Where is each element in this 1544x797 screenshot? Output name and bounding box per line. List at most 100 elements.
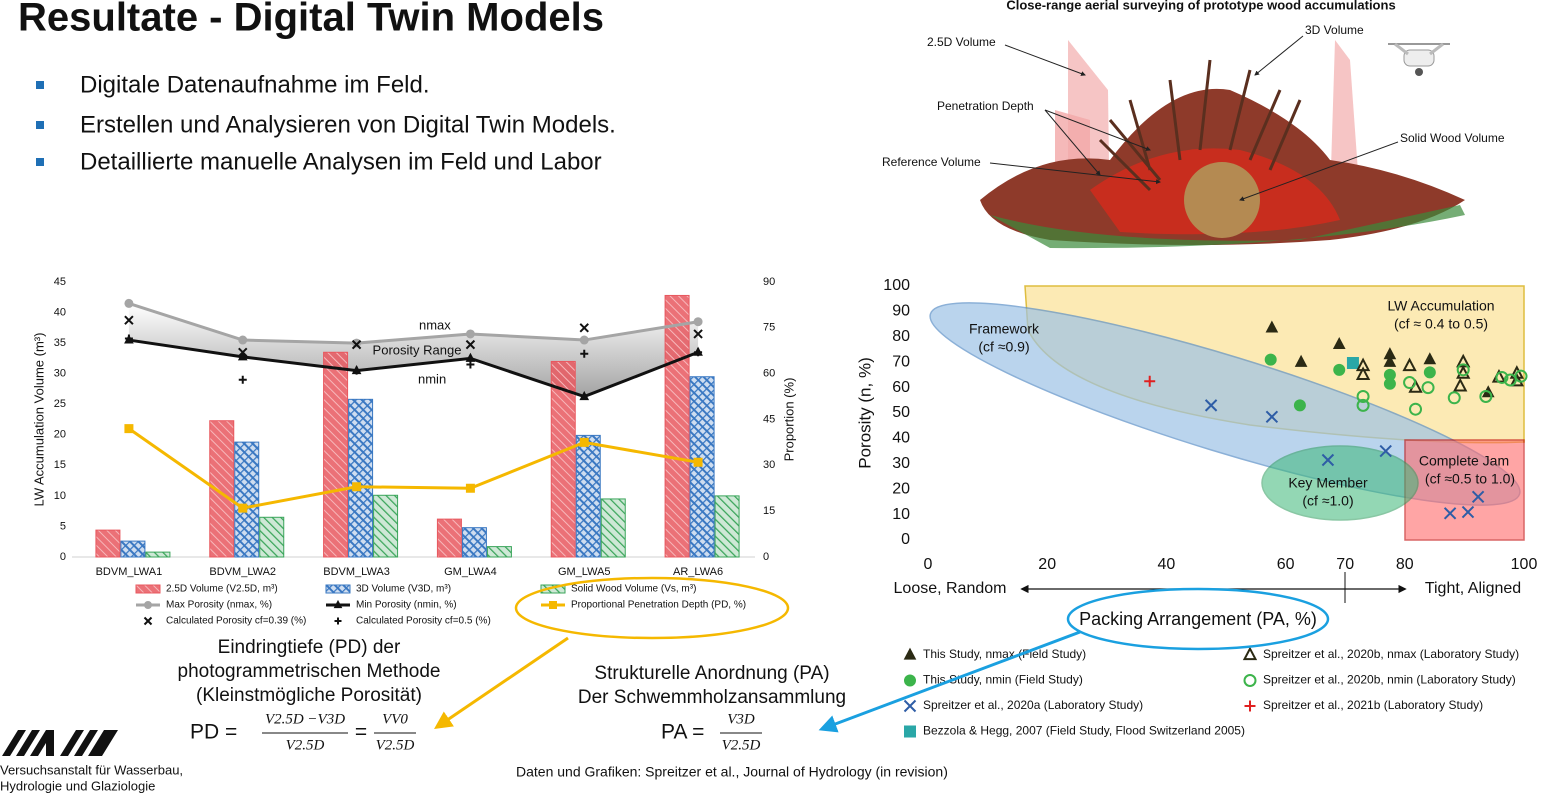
bar [550, 360, 576, 558]
note: photogrammetrischen Methode [178, 661, 441, 682]
point [1471, 490, 1485, 504]
legend-marker [1244, 700, 1256, 712]
y-tick-label: 35 [54, 337, 66, 349]
figure-label: Solid Wood Volume [1400, 131, 1505, 145]
volume-extrusion [1330, 40, 1360, 200]
figure-label: Penetration Depth [937, 99, 1034, 113]
y-tick-label: 15 [54, 459, 66, 471]
point [1264, 353, 1277, 366]
point [693, 329, 703, 339]
point [1495, 371, 1509, 384]
point [1402, 357, 1417, 372]
source: Daten und Grafiken: Spreitzer et al., Jo… [516, 764, 948, 780]
scatter-chart: Framework (cf ≈0.9) LW Accumulation (cf … [855, 277, 1537, 738]
y-axis-title: LW Accumulation Volume (m³) [31, 333, 46, 507]
figure-label: Reference Volume [882, 155, 981, 169]
note: Strukturelle Anordnung (PA) [594, 663, 829, 684]
point [694, 348, 703, 357]
y-tick-label: 70 [892, 353, 910, 370]
legend-label: This Study, nmax (Field Study) [923, 647, 1086, 661]
y-tick-label: 20 [54, 429, 66, 441]
bar [664, 294, 690, 558]
formula-denominator: V2.5D [376, 737, 415, 753]
point [579, 390, 590, 401]
bar [323, 351, 349, 558]
legend-label: Spreitzer et al., 2020b, nmax (Laborator… [1263, 647, 1519, 661]
annotation: nmin [418, 371, 446, 386]
logo-text: Hydrologie und Glaziologie [0, 778, 155, 793]
y2-axis-title: Proportion (%) [781, 378, 796, 462]
point [238, 503, 248, 513]
bar [600, 498, 626, 558]
figure-label: 3D Volume [1305, 23, 1364, 37]
bar [714, 495, 740, 558]
region-complete-jam [1404, 439, 1525, 541]
point [1453, 377, 1468, 392]
legend-swatch [540, 584, 566, 594]
point [1333, 363, 1346, 376]
legend-label: Max Porosity (nmax, %) [166, 600, 272, 611]
x-tick-label: GM_LWA4 [444, 566, 497, 578]
y-tick-label: 45 [54, 276, 66, 288]
point [1403, 376, 1417, 389]
point [1421, 381, 1435, 395]
legend-marker [904, 725, 916, 738]
y-tick-label: 40 [892, 430, 910, 447]
line [128, 301, 699, 345]
bar [373, 494, 399, 558]
legend-label: Solid Wood Volume (Vs, m³) [571, 584, 696, 595]
formula-numerator: V3D [727, 711, 755, 727]
bullet-marker [36, 158, 44, 166]
point [1509, 365, 1525, 379]
point [1443, 507, 1457, 520]
y-tick-label: 5 [60, 520, 66, 532]
formula-numerator: VV0 [382, 711, 408, 727]
bar [461, 527, 487, 558]
point [1293, 399, 1306, 412]
point [1346, 356, 1359, 369]
point [693, 457, 703, 467]
point [124, 298, 134, 308]
point [579, 323, 589, 333]
slide-title: Resultate - Digital Twin Models [18, 0, 604, 40]
label-arrow [1044, 109, 1151, 151]
line [128, 427, 699, 510]
region-label: (cf ≈1.0) [1302, 493, 1353, 509]
point [1321, 453, 1335, 467]
bar-chart: 0 5 10 15 20 25 30 35 40 45 0 15 30 45 60 75 90 LW Accumu… [31, 276, 796, 627]
figure-label: 2.5D Volume [927, 35, 996, 49]
legend-label: 2.5D Volume (V2.5D, m³) [166, 584, 278, 595]
bar [259, 516, 285, 558]
highlight-ellipse [1066, 587, 1330, 651]
y2-tick-label: 60 [763, 368, 775, 380]
x-tick-label: 70 [1336, 556, 1354, 573]
point [124, 315, 134, 325]
point [579, 437, 589, 447]
branches [1098, 59, 1302, 192]
x-tick-label: 20 [1038, 556, 1056, 573]
annotation: Porosity Range [373, 342, 462, 357]
formula-denominator: V2.5D [286, 737, 325, 753]
y-tick-label: 25 [54, 398, 66, 410]
bar [486, 546, 512, 558]
point [352, 366, 361, 375]
region-key-member [1261, 445, 1419, 521]
region-label: Framework [969, 321, 1040, 337]
legend-swatch [325, 584, 351, 594]
x-tick-label: BDVM_LWA1 [96, 566, 163, 578]
x-end-label: Tight, Aligned [1425, 580, 1521, 597]
region-label: (cf ≈0.5 to 1.0) [1425, 471, 1515, 487]
x-tick-label: GM_LWA5 [558, 566, 611, 578]
bullet: Detaillierte manuelle Analysen im Feld u… [80, 148, 602, 175]
point [238, 335, 248, 345]
x-tick-label: BDVM_LWA3 [323, 566, 390, 578]
point [465, 483, 475, 493]
point [1355, 366, 1371, 381]
bullet: Erstellen und Analysieren von Digital Tw… [80, 111, 616, 138]
point [1503, 373, 1517, 387]
legend-marker [549, 601, 557, 609]
y-tick-label: 90 [892, 303, 910, 320]
legend-marker [333, 599, 343, 609]
